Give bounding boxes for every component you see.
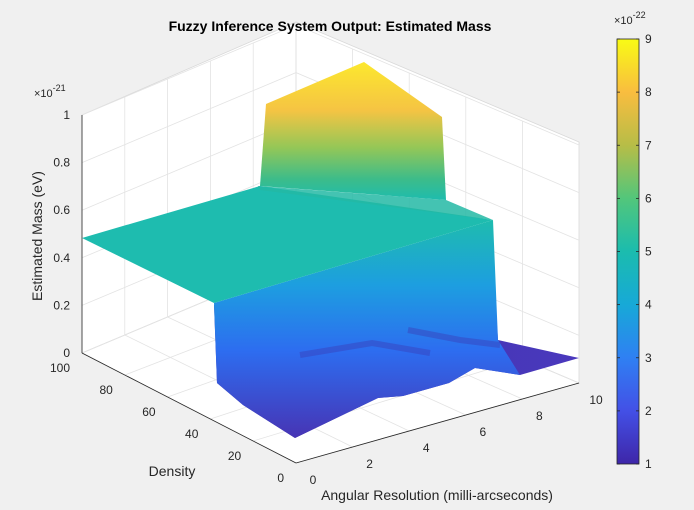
colorbar-tick-label: 1	[645, 457, 652, 471]
y-tick-labels: 0 20 40 60 80 100	[50, 361, 284, 485]
surface	[82, 62, 579, 438]
colorbar-tick-label: 8	[645, 85, 652, 99]
surface-peak	[260, 62, 446, 200]
colorbar-gradient	[616, 38, 640, 465]
y-tick-label: 40	[185, 427, 199, 441]
y-tick-label: 80	[99, 383, 113, 397]
colorbar-tick-label: 9	[645, 32, 652, 46]
colorbar-ticks: 1 2 3 4 5 6 7 8 9	[617, 32, 652, 471]
x-tick-labels: 0 2 4 6 8 10	[310, 393, 603, 487]
svg-text:×10-22: ×10-22	[614, 10, 646, 27]
surface-ridge-1	[299, 339, 431, 358]
z-tick-label: 0.4	[53, 251, 70, 265]
y-tick-label: 0	[277, 471, 284, 485]
colorbar-tick-label: 3	[645, 351, 652, 365]
y-tick-label: 20	[228, 449, 242, 463]
colorbar-tick-label: 5	[645, 245, 652, 259]
z-exponent-label: ×10-21	[34, 83, 66, 100]
x-tick-label: 2	[366, 457, 373, 471]
x-axis-label: Angular Resolution (milli-arcseconds)	[321, 487, 553, 503]
surface-plateau	[82, 186, 493, 303]
x-tick-label: 8	[536, 409, 543, 423]
z-tick-label: 0.6	[53, 203, 70, 217]
x-tick-label: 10	[589, 393, 603, 407]
x-tick-label: 6	[479, 425, 486, 439]
surface-drop-front	[214, 220, 520, 438]
x-tick-label: 0	[310, 473, 317, 487]
colorbar-tick-label: 6	[645, 191, 652, 205]
chart-title: Fuzzy Inference System Output: Estimated…	[169, 18, 492, 34]
z-tick-label: 1	[63, 108, 70, 122]
colorbar-tick-label: 7	[645, 138, 652, 152]
y-tick-label: 60	[142, 405, 156, 419]
colorbar-tick-label: 2	[645, 404, 652, 418]
surface-ridge-2	[407, 327, 501, 348]
box-edges	[81, 115, 580, 464]
y-tick-label: 100	[50, 361, 70, 375]
z-axis-label: Estimated Mass (eV)	[29, 171, 45, 301]
x-tick-label: 4	[423, 441, 430, 455]
z-tick-label: 0.8	[53, 156, 70, 170]
colorbar-exponent-label: ×10-22	[614, 10, 646, 27]
z-tick-label: 0	[63, 346, 70, 360]
z-tick-labels: 0 0.2 0.4 0.6 0.8 1	[53, 108, 70, 360]
z-tick-label: 0.2	[53, 298, 70, 312]
svg-text:×10-21: ×10-21	[34, 83, 66, 100]
colorbar: 1 2 3 4 5 6 7 8 9 ×10-22	[614, 10, 652, 471]
surface-peak-base	[258, 186, 493, 220]
y-axis-label: Density	[149, 463, 196, 479]
colorbar-tick-label: 4	[645, 298, 652, 312]
